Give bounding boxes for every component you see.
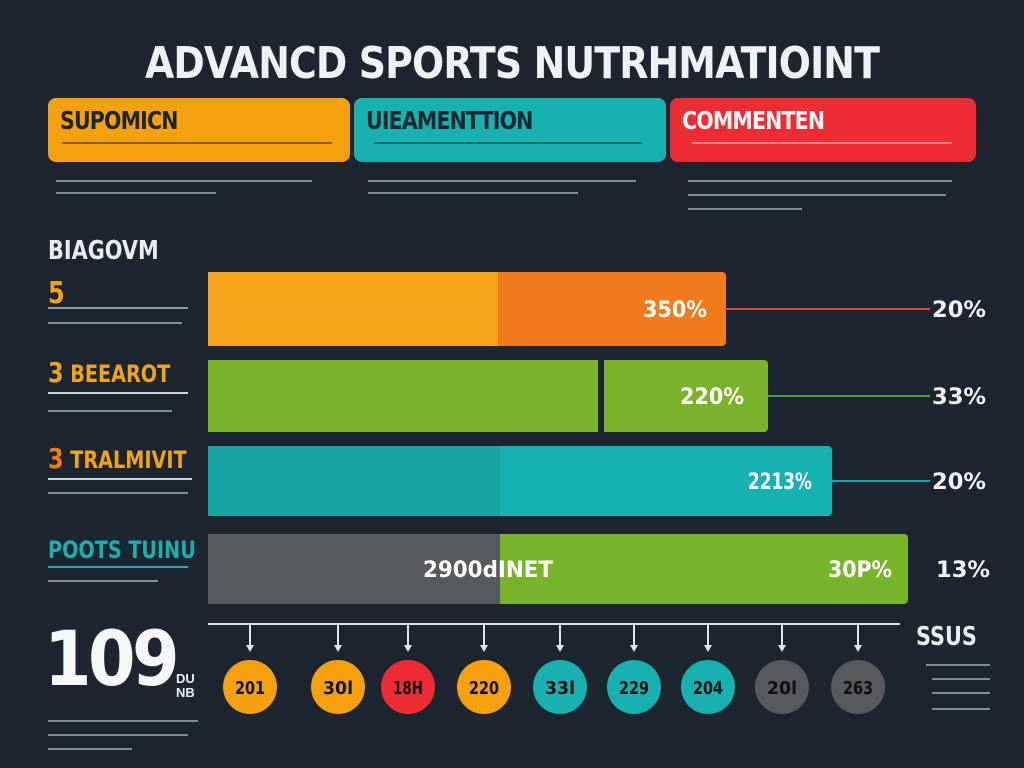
row-label-3: 3 TRALMIVIT <box>48 442 187 475</box>
bar-value-label: 220% <box>680 385 744 410</box>
marker-circle <box>311 660 365 714</box>
marker-label: 229 <box>619 678 649 699</box>
marker-circle <box>681 660 735 714</box>
marker-label: 204 <box>693 678 723 699</box>
marker-arrow <box>246 645 254 652</box>
timeline-marker-2: 30l <box>311 624 365 714</box>
bar-segment <box>500 446 832 516</box>
marker-arrow <box>630 645 638 652</box>
marker-arrow <box>704 645 712 652</box>
marker-circle <box>381 660 435 714</box>
bar-segment <box>208 360 598 432</box>
marker-arrow <box>334 645 342 652</box>
marker-label: 30l <box>323 678 353 699</box>
bar-segment-joint <box>500 446 510 516</box>
bar-3: 2213% 20% <box>208 446 986 516</box>
bar-segment-joint <box>604 360 614 432</box>
card-label: COMMENTEN <box>682 106 825 135</box>
row-number: 3 <box>48 442 64 475</box>
marker-label: 20l <box>767 678 797 699</box>
bar-gap <box>598 360 604 432</box>
category-card-implementation: UIEAMENTTION <box>354 98 666 162</box>
timeline-marker-9: 263 <box>831 624 885 714</box>
row-text: POOTS TUINU <box>48 536 196 564</box>
marker-label: 33l <box>545 678 575 699</box>
bar-end-label: 20% <box>932 470 986 495</box>
marker-arrow <box>854 645 862 652</box>
row-label-4: POOTS TUINU <box>48 536 196 564</box>
bar-segment <box>498 272 726 346</box>
bar-2: 220% 33% <box>208 360 986 432</box>
row-text: BEEAROT <box>70 360 171 388</box>
bar-segment-joint <box>498 272 508 346</box>
bar-value-label: 2213% <box>748 470 812 495</box>
card-label: UIEAMENTTION <box>366 106 533 135</box>
row-number: 3 <box>48 356 64 389</box>
marker-label: 220 <box>469 678 499 699</box>
bar-segment <box>500 534 908 604</box>
big-stat-value: 109 <box>44 614 180 703</box>
bar-segment <box>208 446 500 516</box>
row-text: TRALMIVIT <box>70 446 187 474</box>
marker-circle <box>533 660 587 714</box>
bar-segment-joint <box>500 534 510 604</box>
bar-segment <box>208 272 498 346</box>
timeline-marker-8: 20l <box>755 624 809 714</box>
bar-end-label: 20% <box>932 298 986 323</box>
timeline-marker-4: 220 <box>457 624 511 714</box>
timeline-marker-3: 18H <box>381 624 435 714</box>
timeline-marker-7: 204 <box>681 624 735 714</box>
category-card-supplement: SUPOMICN <box>48 98 350 162</box>
marker-label: 18H <box>393 678 423 699</box>
bar-segment <box>208 534 500 604</box>
marker-arrow <box>556 645 564 652</box>
bar-value-label: 30P% <box>828 558 892 583</box>
marker-arrow <box>778 645 786 652</box>
section-heading: BIAGOVM <box>48 236 159 266</box>
marker-circle <box>223 660 277 714</box>
row-label-1: 5 <box>48 276 65 311</box>
marker-label: 263 <box>843 678 873 699</box>
row-number: 5 <box>48 276 65 311</box>
marker-circle <box>457 660 511 714</box>
bar-mid-label: 2900dINET <box>423 558 553 583</box>
bar-end-label: 33% <box>932 385 986 410</box>
marker-circle <box>607 660 661 714</box>
marker-arrow <box>480 645 488 652</box>
page-title: ADVANCD SPORTS NUTRHMATIOINT <box>144 38 880 89</box>
bar-end-label: 13% <box>936 558 990 583</box>
marker-circle <box>831 660 885 714</box>
row-label-2: 3 BEEAROT <box>48 356 170 389</box>
marker-label: 201 <box>235 678 265 699</box>
bar-segment <box>604 360 768 432</box>
category-card-commentary: COMMENTEN <box>670 98 976 162</box>
marker-arrow <box>404 645 412 652</box>
timeline-label: SSUS <box>916 622 977 652</box>
bar-value-label: 350% <box>643 298 707 323</box>
big-stat-unit: DU NB <box>176 671 195 700</box>
bar-1: 350% 20% <box>208 272 986 346</box>
timeline-marker-6: 229 <box>607 624 661 714</box>
timeline-marker-5: 33l <box>533 624 587 714</box>
marker-circle <box>755 660 809 714</box>
timeline-marker-1: 201 <box>223 624 277 714</box>
bar-4: 30P% 2900dINET 13% <box>208 534 990 604</box>
card-label: SUPOMICN <box>60 106 178 135</box>
